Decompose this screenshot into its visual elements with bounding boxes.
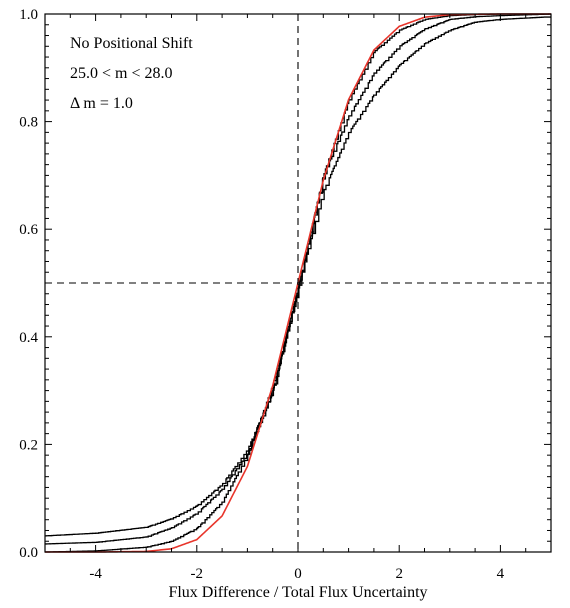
tick-labels: -4 -2 0 2 4 0.0 0.2 0.4 0.6 0.8 1.0 [19,7,504,582]
y-tick-label: 0.4 [19,330,38,346]
x-axis-title: Flux Difference / Total Flux Uncertainty [168,584,427,601]
annotation-delta-m: Δ m = 1.0 [70,95,133,112]
x-tick-label: 2 [395,566,403,582]
y-tick-label: 0.8 [19,115,38,131]
annotation-positional-shift: No Positional Shift [70,35,193,52]
reference-lines [45,14,551,552]
y-tick-label: 0.0 [19,545,38,561]
ticks [44,13,552,553]
annotation-magnitude-range: 25.0 < m < 28.0 [70,65,173,82]
y-tick-label: 0.2 [19,437,38,453]
y-tick-label: 1.0 [19,7,38,23]
x-tick-label: -2 [191,566,204,582]
x-tick-label: -4 [89,566,102,582]
x-tick-label: 4 [497,566,505,582]
x-tick-label: 0 [294,566,302,582]
y-tick-label: 0.6 [19,222,38,238]
